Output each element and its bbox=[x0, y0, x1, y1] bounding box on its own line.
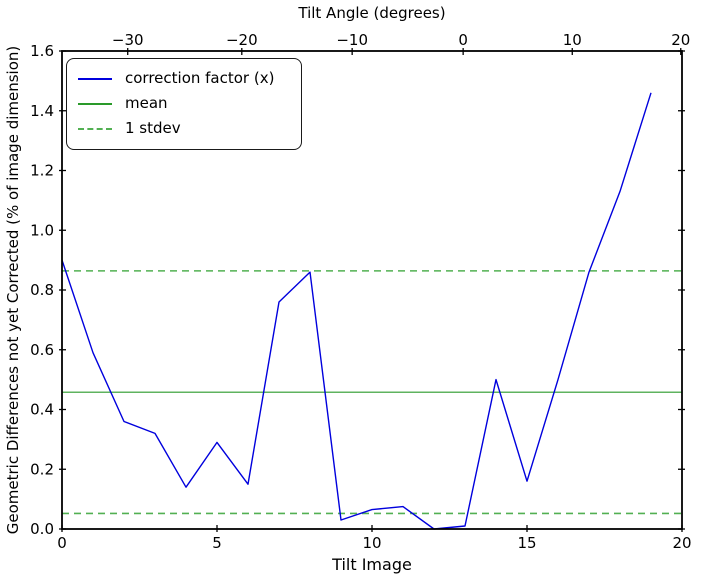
top-tick-label: −30 bbox=[112, 31, 144, 49]
top-tick-label: 0 bbox=[458, 31, 468, 49]
top-tick-label: −10 bbox=[336, 31, 368, 49]
legend-item-correction-factor: correction factor (x) bbox=[67, 66, 301, 91]
y-tick-label: 0.0 bbox=[30, 520, 54, 538]
x-tick-label: 10 bbox=[362, 534, 381, 552]
legend-item-mean: mean bbox=[67, 91, 301, 116]
top-tick-label: 10 bbox=[563, 31, 582, 49]
x-tick-label: 20 bbox=[672, 534, 691, 552]
top-axis-title: Tilt Angle (degrees) bbox=[298, 4, 446, 22]
legend-line-sample-mean bbox=[78, 102, 112, 105]
legend-label-correction-factor: correction factor (x) bbox=[125, 69, 275, 87]
y-tick-label: 1.0 bbox=[30, 221, 54, 239]
x-tick-label: 15 bbox=[517, 534, 536, 552]
y-tick-label: 0.6 bbox=[30, 341, 54, 359]
y-tick-label: 0.2 bbox=[30, 460, 54, 478]
y-tick-label: 0.8 bbox=[30, 281, 54, 299]
top-tick-label: 20 bbox=[671, 31, 690, 49]
legend-label-stdev: 1 stdev bbox=[125, 119, 181, 137]
y-axis-label: Geometric Differences not yet Corrected … bbox=[4, 45, 22, 535]
y-tick-label: 0.4 bbox=[30, 401, 54, 419]
y-tick-label: 1.6 bbox=[30, 42, 54, 60]
x-axis-label: Tilt Image bbox=[332, 555, 412, 574]
correction-factor-line bbox=[61, 92, 652, 530]
x-tick-label: 5 bbox=[212, 534, 222, 552]
y-tick-label: 1.4 bbox=[30, 102, 54, 120]
legend-label-mean: mean bbox=[125, 94, 168, 112]
legend-line-sample-correction-factor bbox=[78, 77, 112, 80]
y-tick-label: 1.2 bbox=[30, 162, 54, 180]
x-tick-label: 0 bbox=[57, 534, 67, 552]
legend: correction factor (x) mean 1 stdev bbox=[66, 58, 302, 150]
legend-item-stdev: 1 stdev bbox=[67, 116, 301, 141]
top-tick-label: −20 bbox=[226, 31, 258, 49]
legend-line-sample-stdev bbox=[78, 127, 112, 130]
